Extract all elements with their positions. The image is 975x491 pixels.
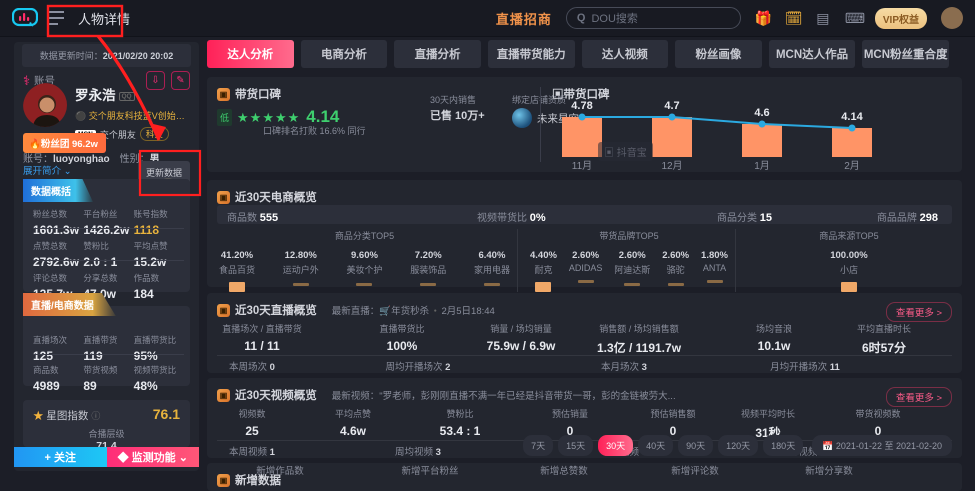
- svg-text:2月: 2月: [844, 160, 860, 172]
- svg-text:11月: 11月: [572, 160, 592, 172]
- svg-text:4.6: 4.6: [754, 107, 769, 119]
- svg-text:4.78: 4.78: [571, 100, 592, 112]
- svg-text:12月: 12月: [661, 160, 682, 172]
- svg-text:1月: 1月: [754, 160, 770, 172]
- svg-text:4.14: 4.14: [841, 111, 863, 123]
- svg-text:4.7: 4.7: [664, 100, 679, 112]
